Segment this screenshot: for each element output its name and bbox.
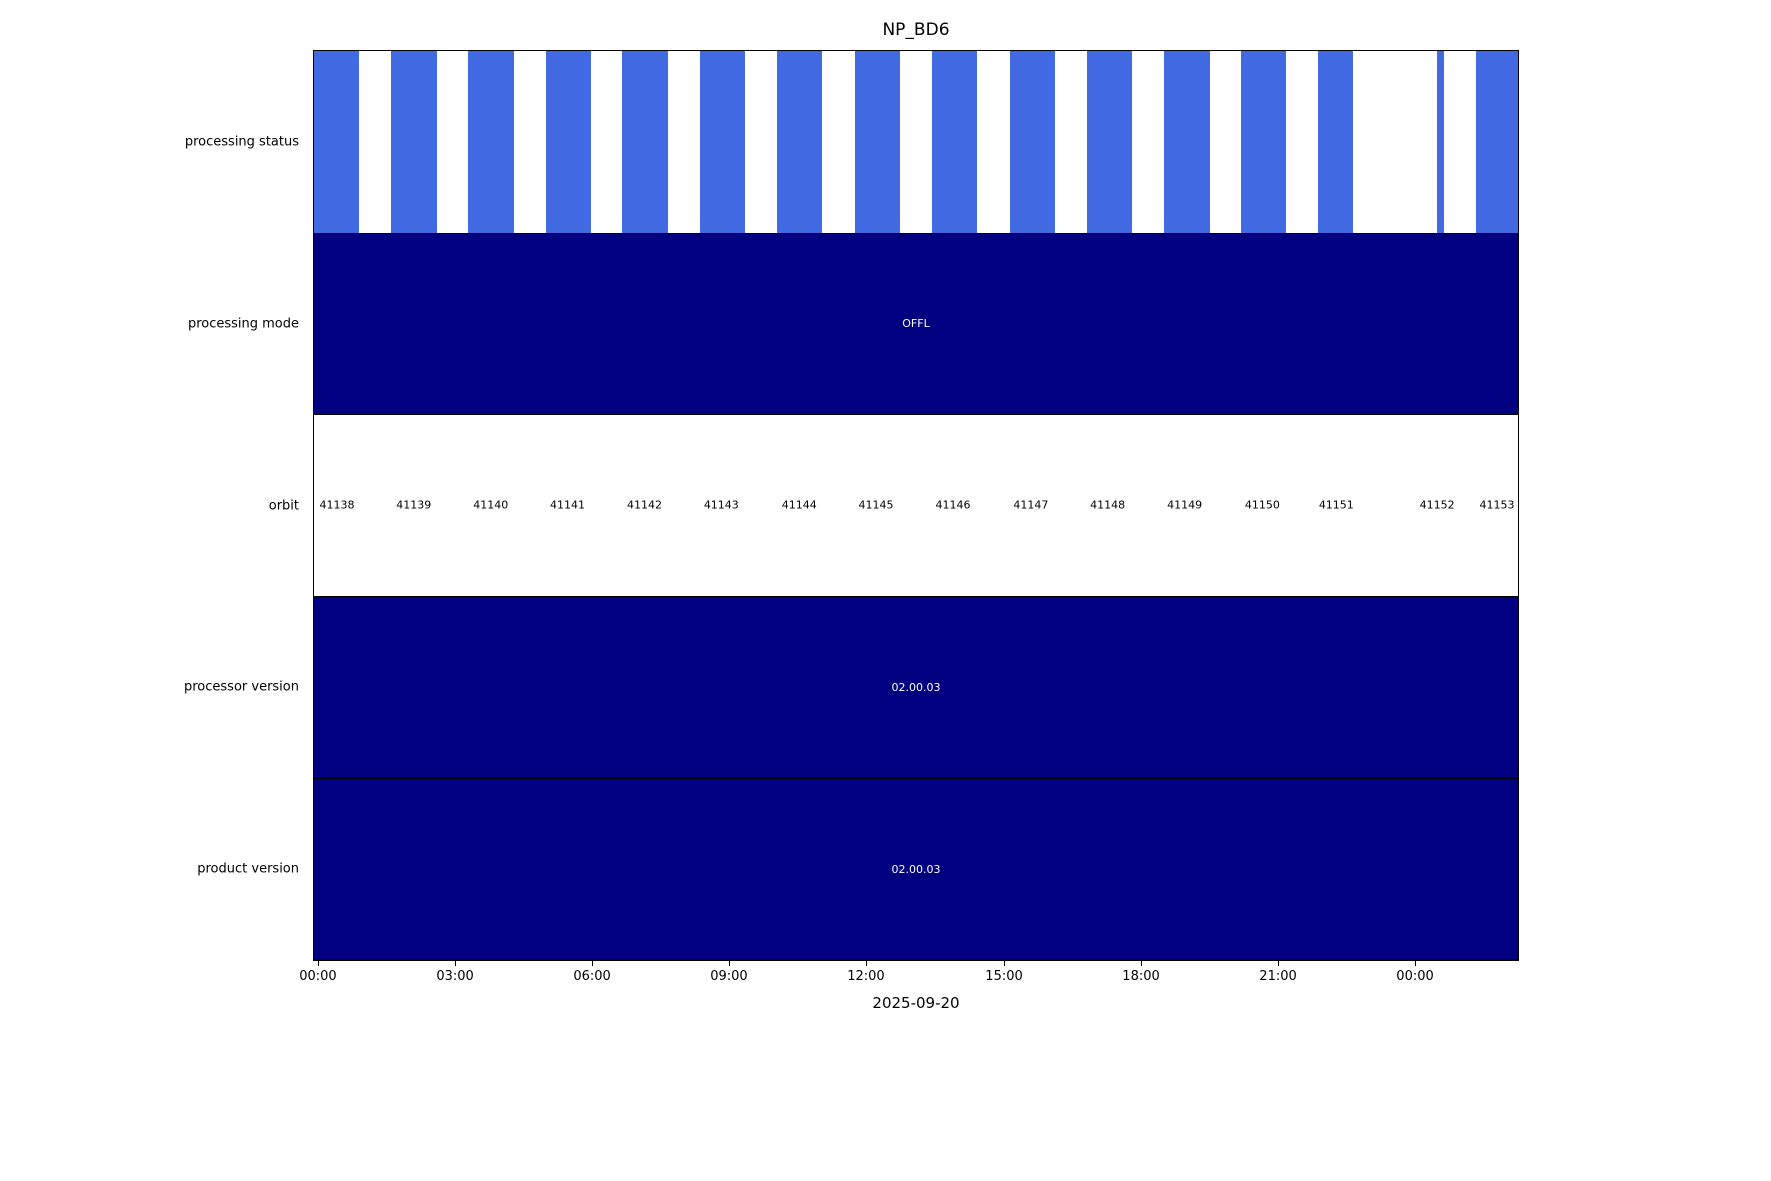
x-axis-label: 2025-09-20	[872, 994, 960, 1012]
x-tick-mark	[728, 961, 730, 966]
row-label-processing-status: processing status	[184, 134, 299, 150]
row-product-version-value: 02.00.03	[891, 862, 941, 876]
processing-status-bar	[1163, 51, 1210, 233]
processing-status-bar	[700, 51, 746, 233]
row-processor-version: 02.00.03	[314, 596, 1518, 779]
row-processor-version-value: 02.00.03	[891, 680, 941, 694]
orbit-number: 41142	[626, 498, 662, 512]
processing-status-bar	[777, 51, 823, 233]
orbit-number: 41139	[396, 498, 432, 512]
x-tick-label: 15:00	[985, 969, 1023, 984]
x-tick-mark	[1004, 961, 1006, 966]
row-label-orbit: orbit	[268, 498, 299, 513]
x-tick-label: 21:00	[1259, 969, 1297, 984]
plot-area: OFFL 41138 41139 41140 41141 41142 41143 41144 4…	[313, 50, 1519, 961]
processing-status-bar	[1476, 51, 1518, 233]
orbit-number: 41147	[1013, 498, 1049, 512]
orbit-number: 41143	[703, 498, 739, 512]
processing-status-bar	[314, 51, 359, 233]
x-tick-mark	[1141, 961, 1143, 966]
y-axis-row-labels: processing status processing mode orbit pro…	[0, 50, 306, 961]
processing-status-bar	[1318, 51, 1354, 233]
x-tick-label: 03:00	[436, 969, 474, 984]
x-tick-label: 12:00	[847, 969, 885, 984]
processing-status-bar	[390, 51, 437, 233]
row-processing-status	[314, 51, 1518, 233]
x-tick-label: 18:00	[1122, 969, 1160, 984]
row-processing-mode: OFFL	[314, 232, 1518, 415]
orbit-number: 41141	[550, 498, 586, 512]
orbit-number: 41146	[935, 498, 971, 512]
row-label-product-version: product version	[197, 861, 299, 877]
processing-status-bar	[1437, 51, 1445, 233]
x-tick-mark	[1278, 961, 1280, 966]
x-tick-mark	[592, 961, 594, 966]
processing-status-bar	[1009, 51, 1055, 233]
orbit-number: 41148	[1090, 498, 1126, 512]
processing-status-bar	[467, 51, 514, 233]
row-processing-mode-value: OFFL	[902, 317, 930, 331]
row-label-processing-mode: processing mode	[187, 316, 299, 332]
orbit-number: 41152	[1419, 498, 1455, 512]
orbit-number: 41138	[319, 498, 355, 512]
x-tick-mark	[1415, 961, 1417, 966]
processing-status-bar	[855, 51, 900, 233]
x-axis: 00:00 03:00 06:00 09:00 12:00 15:00 18:00 21:00…	[299, 961, 1519, 991]
x-tick-label: 00:00	[1396, 969, 1434, 984]
x-tick-mark	[455, 961, 457, 966]
processing-status-bar	[1241, 51, 1287, 233]
x-tick-label: 00:00	[299, 969, 337, 984]
orbit-number: 41151	[1318, 498, 1354, 512]
row-orbit: 41138 41139 41140 41141 41142 41143 41144 41145…	[314, 415, 1518, 597]
orbit-number: 41150	[1244, 498, 1280, 512]
chart-title: NP_BD6	[882, 20, 950, 40]
orbit-number: 41145	[858, 498, 894, 512]
processing-status-bar	[622, 51, 669, 233]
orbit-number: 41149	[1167, 498, 1203, 512]
row-product-version: 02.00.03	[314, 778, 1518, 960]
x-tick-mark	[865, 961, 867, 966]
processing-status-bar	[1086, 51, 1132, 233]
processing-status-bar	[932, 51, 977, 233]
orbit-number: 41144	[781, 498, 817, 512]
orbit-number: 41140	[473, 498, 509, 512]
x-tick-label: 06:00	[573, 969, 611, 984]
orbit-number: 41153	[1479, 498, 1515, 512]
x-tick-label: 09:00	[710, 969, 748, 984]
x-tick-mark	[317, 961, 319, 966]
processing-status-bar	[545, 51, 591, 233]
row-label-processor-version: processor version	[183, 679, 299, 695]
